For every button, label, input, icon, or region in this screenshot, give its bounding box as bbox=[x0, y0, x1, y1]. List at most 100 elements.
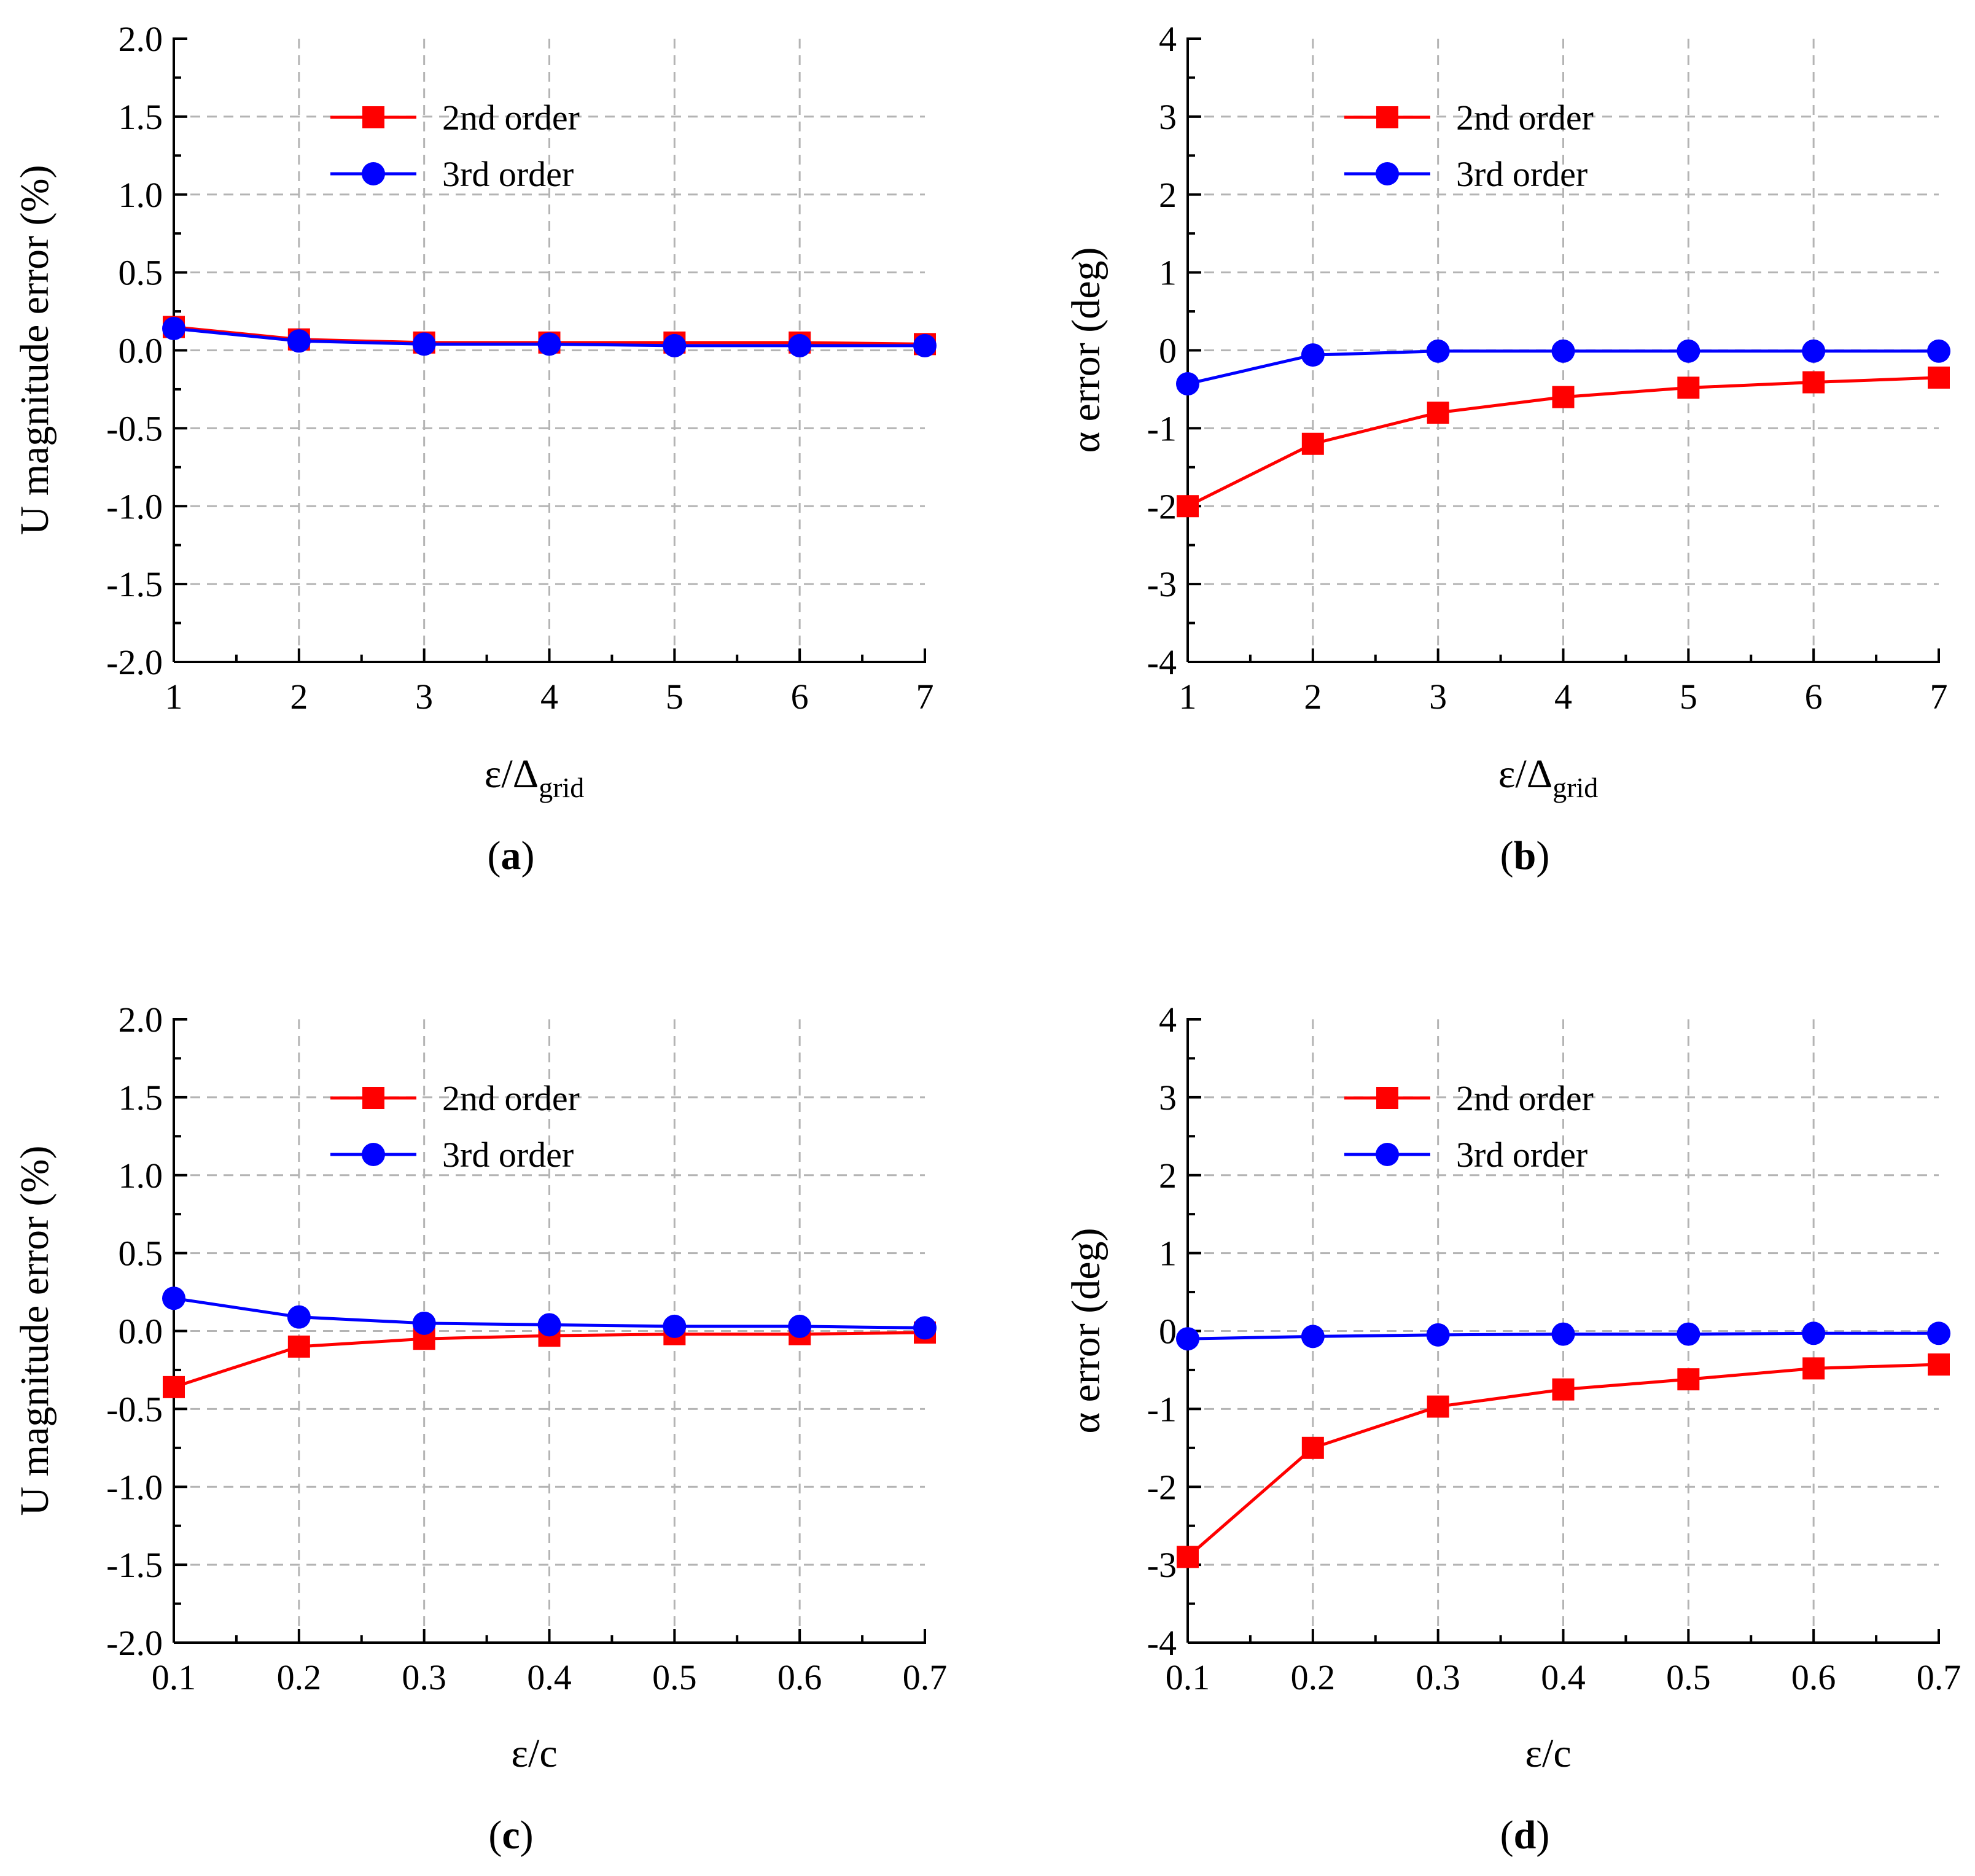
data-point-circle bbox=[913, 1316, 937, 1340]
caption-paren-close: ) bbox=[1536, 833, 1549, 878]
data-point-circle bbox=[162, 1286, 185, 1310]
legend-label: 2nd order bbox=[1456, 98, 1594, 138]
x-tick-label: 5 bbox=[1680, 677, 1697, 717]
y-tick-label: -4 bbox=[1147, 1623, 1177, 1663]
data-point-circle bbox=[1301, 343, 1325, 367]
x-tick-label: 4 bbox=[1554, 677, 1572, 717]
legend-item-2nd-order: 2nd order bbox=[330, 98, 580, 138]
legend-marker-circle bbox=[1376, 1143, 1399, 1166]
x-tick-label: 2 bbox=[290, 677, 308, 717]
x-tick-label: 0.1 bbox=[152, 1657, 197, 1697]
y-tick-label: 2.0 bbox=[119, 1000, 163, 1040]
y-tick-label: -1.5 bbox=[106, 1545, 163, 1585]
data-point-circle bbox=[1927, 339, 1950, 363]
y-tick-label: -1.0 bbox=[106, 1467, 163, 1507]
legend-label: 3rd order bbox=[1456, 154, 1587, 194]
y-tick-label: 1.0 bbox=[119, 175, 163, 215]
y-axis-title: U magnitude error (%) bbox=[12, 1146, 57, 1516]
data-point-square bbox=[1802, 1357, 1825, 1380]
x-tick-label: 6 bbox=[791, 677, 809, 717]
y-tick-label: 2.0 bbox=[119, 19, 163, 59]
data-point-circle bbox=[913, 333, 937, 357]
legend-marker-square bbox=[362, 106, 384, 128]
y-tick-label: -3 bbox=[1147, 1545, 1177, 1585]
y-tick-label: 0 bbox=[1159, 1312, 1177, 1352]
y-tick-label: 2 bbox=[1159, 175, 1177, 215]
x-axis-title-subscript: grid bbox=[539, 772, 584, 803]
data-point-square bbox=[1177, 1546, 1199, 1568]
x-tick-label: 7 bbox=[916, 677, 934, 717]
y-axis-title: U magnitude error (%) bbox=[12, 165, 57, 535]
y-tick-label: -4 bbox=[1147, 642, 1177, 682]
data-point-circle bbox=[788, 333, 812, 357]
x-tick-label: 0.4 bbox=[1541, 1657, 1586, 1697]
y-tick-label: 0.0 bbox=[119, 331, 163, 371]
caption-letter: c bbox=[502, 1813, 520, 1858]
y-tick-label: 1.0 bbox=[119, 1156, 163, 1196]
x-axis-title: ε/Δgrid bbox=[485, 752, 585, 803]
y-tick-label: 0 bbox=[1159, 331, 1177, 371]
data-point-circle bbox=[1551, 339, 1575, 363]
legend-label: 2nd order bbox=[1456, 1078, 1594, 1118]
y-tick-label: 1.5 bbox=[119, 1078, 163, 1118]
data-point-circle bbox=[1927, 1321, 1950, 1345]
data-point-square bbox=[1802, 371, 1825, 394]
series-2nd-order bbox=[1177, 1353, 1950, 1568]
x-axis-title-subscript: grid bbox=[1552, 772, 1598, 803]
caption-paren-close: ) bbox=[1536, 1813, 1549, 1858]
data-point-circle bbox=[1426, 339, 1450, 363]
x-axis-title-main: ε/Δ bbox=[1498, 752, 1553, 796]
data-point-circle bbox=[1176, 372, 1199, 396]
x-tick-label: 0.3 bbox=[1416, 1657, 1460, 1697]
y-tick-label: -2 bbox=[1147, 486, 1177, 526]
x-tick-label: 0.6 bbox=[1791, 1657, 1836, 1697]
legend-label: 3rd order bbox=[442, 1135, 574, 1175]
y-axis-title: α error (deg) bbox=[1064, 247, 1108, 453]
legend-item-3rd-order: 3rd order bbox=[330, 154, 574, 194]
legend-item-3rd-order: 3rd order bbox=[330, 1135, 574, 1175]
data-point-circle bbox=[287, 1305, 311, 1329]
caption-paren-open: ( bbox=[1500, 1813, 1514, 1858]
legend-label: 2nd order bbox=[442, 1078, 580, 1118]
x-tick-label: 6 bbox=[1805, 677, 1823, 717]
data-point-square bbox=[1427, 1395, 1449, 1418]
chart-panel-b: -4 -3 -2 -1 0 1 2 3 4 1 2 3 4 5 6 7 ε/Δgrid α error (deg)… bbox=[1064, 19, 1950, 878]
data-point-circle bbox=[663, 1314, 687, 1338]
legend-marker-circle bbox=[362, 162, 385, 185]
x-tick-label: 3 bbox=[1429, 677, 1447, 717]
data-point-circle bbox=[537, 1313, 561, 1337]
y-tick-label: 3 bbox=[1159, 97, 1177, 137]
data-point-circle bbox=[663, 333, 687, 357]
y-tick-label: -2 bbox=[1147, 1467, 1177, 1507]
chart-panel-c: -2.0 -1.5 -1.0 -0.5 0.0 0.5 1.0 1.5 2.0 0.1 0.2 0.3… bbox=[12, 1000, 947, 1858]
y-tick-label: 1 bbox=[1159, 253, 1177, 293]
legend-marker-square bbox=[1376, 106, 1398, 128]
caption-letter: a bbox=[501, 833, 521, 878]
caption-paren-close: ) bbox=[521, 833, 535, 878]
data-point-square bbox=[163, 1376, 185, 1398]
x-tick-label: 0.4 bbox=[527, 1657, 572, 1697]
x-tick-label: 0.3 bbox=[402, 1657, 446, 1697]
x-tick-label: 0.5 bbox=[1666, 1657, 1711, 1697]
y-tick-label: 0.0 bbox=[119, 1312, 163, 1352]
x-tick-label: 0.7 bbox=[903, 1657, 948, 1697]
data-point-square bbox=[1427, 402, 1449, 424]
data-point-square bbox=[1177, 495, 1199, 518]
y-tick-label: 2 bbox=[1159, 1156, 1177, 1196]
data-point-circle bbox=[537, 332, 561, 356]
chart-panel-a: -2.0 -1.5 -1.0 -0.5 0.0 0.5 1.0 1.5 2.0 1 2 3 4 5 6 7 ε/… bbox=[12, 19, 937, 878]
data-point-square bbox=[1301, 432, 1324, 455]
y-tick-label: 4 bbox=[1159, 1000, 1177, 1040]
series-3rd-order bbox=[1176, 339, 1950, 396]
y-tick-label: -1 bbox=[1147, 1389, 1177, 1429]
caption-paren-close: ) bbox=[520, 1813, 534, 1858]
panel-caption: (b) bbox=[1500, 833, 1550, 878]
series-3rd-order bbox=[162, 316, 937, 357]
x-axis-title-main: ε/Δ bbox=[485, 752, 539, 796]
x-tick-label: 4 bbox=[540, 677, 558, 717]
panel-caption: (c) bbox=[488, 1813, 533, 1858]
y-tick-label: -1.0 bbox=[106, 486, 163, 526]
y-axis-title: α error (deg) bbox=[1064, 1228, 1108, 1433]
legend-item-3rd-order: 3rd order bbox=[1344, 154, 1587, 194]
